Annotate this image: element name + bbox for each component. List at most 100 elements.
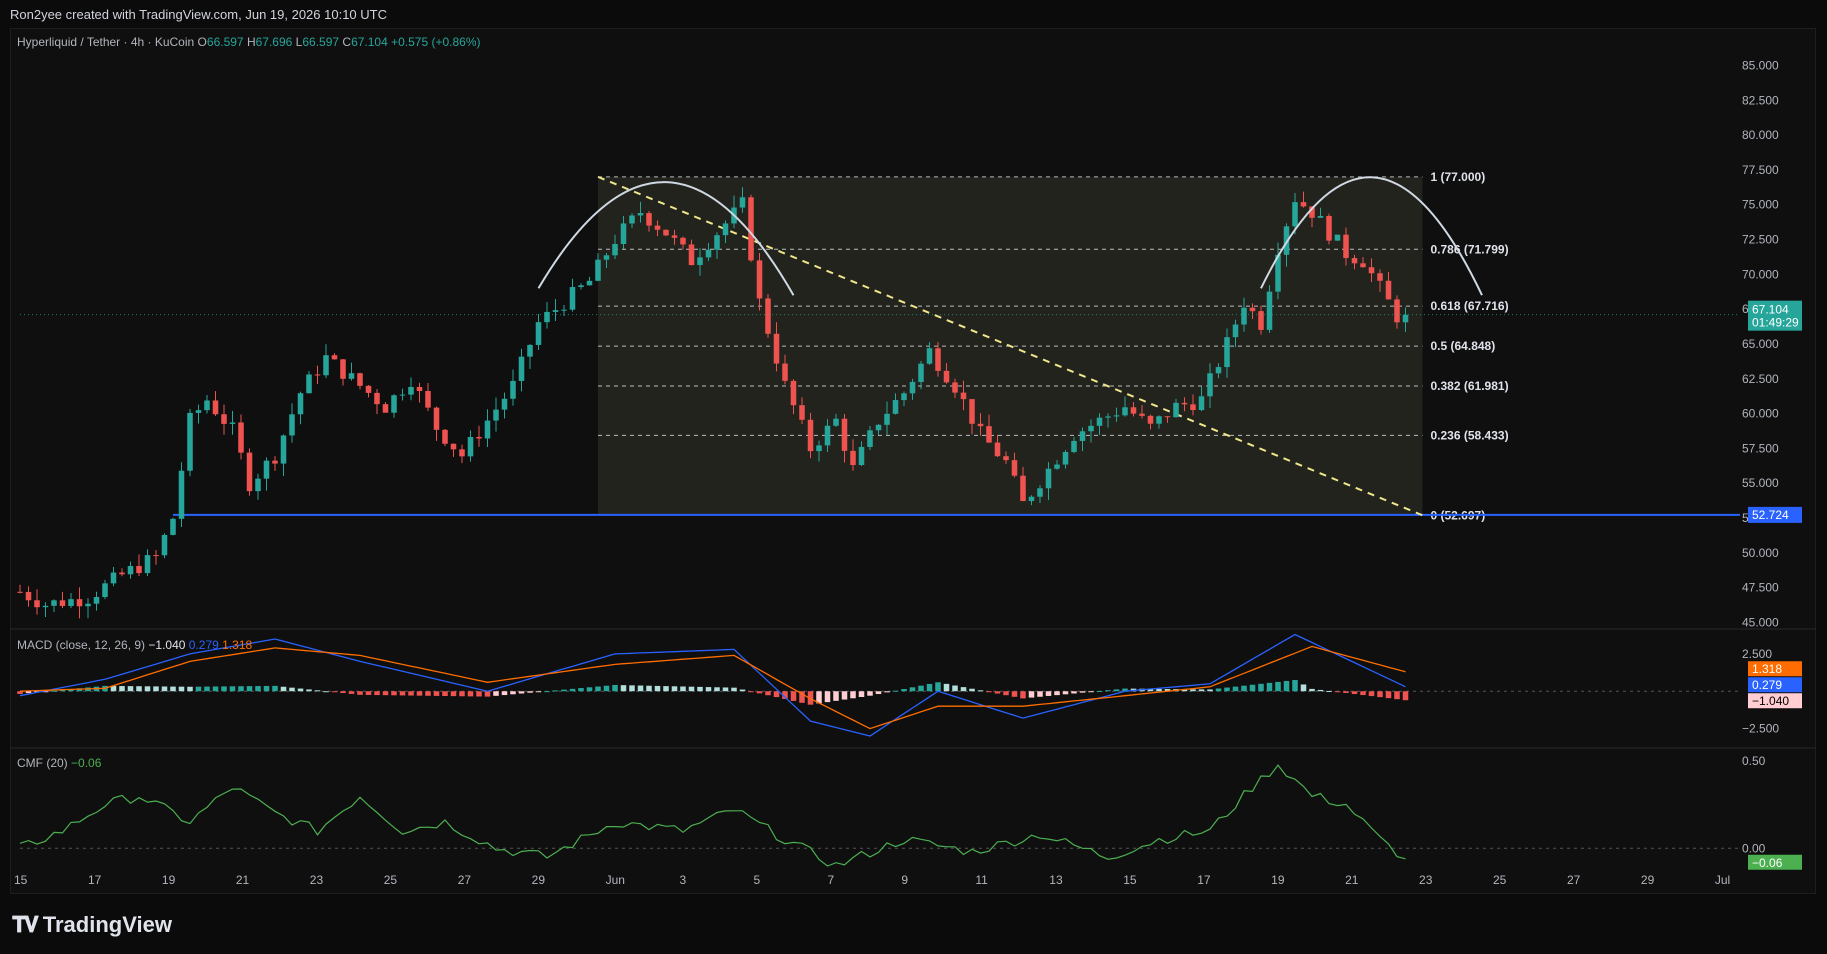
candle-body	[629, 215, 635, 224]
cmf-y-tick: 0.00	[1742, 841, 1766, 855]
macd-histogram-bar	[1249, 684, 1256, 692]
y-tick-label: 80.000	[1742, 128, 1779, 142]
candle-body	[603, 255, 610, 260]
macd-histogram-bar	[42, 691, 49, 693]
support-price-tag	[1748, 506, 1802, 523]
candle-body	[433, 407, 440, 430]
macd-histogram-bar	[1402, 691, 1409, 701]
candle-body	[986, 426, 992, 443]
macd-histogram-bar	[535, 691, 542, 693]
macd-histogram-bar	[357, 691, 363, 695]
macd-histogram-bar	[578, 688, 584, 692]
macd-histogram-bar	[433, 691, 440, 696]
candle-body	[518, 356, 525, 381]
macd-histogram-bar	[1003, 691, 1009, 696]
macd-histogram-bar	[918, 685, 924, 692]
candle-body	[1071, 440, 1077, 453]
candle-body	[467, 436, 474, 457]
candle-body	[875, 424, 882, 431]
y-tick-label: 47.500	[1742, 581, 1779, 595]
candle-body	[1181, 402, 1188, 405]
candle-body	[178, 470, 185, 519]
x-tick-label: 15	[14, 873, 28, 887]
candle-body	[1351, 258, 1358, 264]
close-value: 67.104	[351, 35, 388, 49]
candle-body	[1402, 314, 1409, 323]
candle-body	[510, 380, 516, 399]
macd-histogram-bar	[1028, 691, 1035, 698]
x-tick-label: 21	[1345, 873, 1359, 887]
candle-body	[195, 410, 202, 413]
y-tick-label: 60.000	[1742, 407, 1779, 421]
macd-histogram-bar	[110, 685, 117, 692]
x-tick-label: 27	[458, 873, 472, 887]
candle-body	[935, 348, 941, 371]
change-value: +0.575 (+0.86%)	[391, 35, 481, 49]
macd-histogram-bar	[416, 691, 423, 696]
macd-histogram-bar	[739, 689, 746, 692]
macd-histogram-bar	[476, 691, 482, 697]
created-by-text: Ron2yee created with TradingView.com, Ju…	[10, 7, 387, 22]
cmf-y-tick: 0.50	[1742, 754, 1766, 768]
y-tick-label: 85.000	[1742, 58, 1779, 72]
candle-body	[561, 309, 567, 311]
candle-body	[654, 225, 661, 230]
candle-body	[739, 197, 746, 208]
macd-histogram-bar	[1088, 691, 1094, 693]
macd-histogram-bar	[1071, 691, 1077, 694]
candle-body	[263, 460, 270, 479]
candle-body	[586, 280, 593, 286]
candle-body	[756, 260, 763, 299]
candle-body	[663, 229, 669, 236]
x-tick-label: 7	[827, 873, 834, 887]
low-label: L	[295, 35, 303, 49]
macd-histogram-bar	[926, 683, 933, 692]
candle-body	[246, 452, 253, 492]
macd-histogram-bar	[867, 691, 873, 696]
candle-body	[1003, 456, 1009, 461]
y-tick-label: 55.000	[1742, 476, 1779, 490]
brand-name: TradingView	[42, 912, 172, 937]
x-tick-label: 11	[975, 873, 988, 887]
macd-histogram-bar	[221, 686, 227, 692]
macd-value-label: 1.318	[1752, 662, 1782, 676]
candle-body	[272, 460, 278, 464]
candle-body	[365, 385, 372, 393]
fib-level-label: 0.5 (64.848)	[1431, 339, 1496, 353]
symbol-legend[interactable]: Hyperliquid / Tether · 4h · KuCoin O66.5…	[17, 35, 481, 49]
x-tick-label: 25	[384, 873, 398, 887]
cmf-legend[interactable]: CMF (20) −0.06	[17, 756, 101, 770]
x-tick-label: Jun	[606, 873, 625, 887]
candle-body	[357, 373, 363, 386]
macd-histogram-bar	[1181, 689, 1188, 692]
macd-histogram-bar	[365, 691, 372, 695]
candle-body	[977, 423, 984, 427]
candle-body	[994, 442, 1001, 457]
candle-body	[595, 259, 601, 281]
macd-histogram-bar	[1207, 689, 1213, 692]
candle-body	[1360, 263, 1366, 268]
macd-histogram-bar	[731, 687, 737, 692]
candle-body	[187, 412, 193, 471]
symbol-name: Hyperliquid / Tether · 4h · KuCoin	[17, 35, 195, 49]
macd-histogram-bar	[391, 691, 397, 696]
candle-body	[867, 430, 873, 447]
candle-body	[1241, 307, 1247, 325]
x-tick-label: 23	[1419, 873, 1433, 887]
macd-histogram-bar	[399, 691, 406, 696]
candle-body	[544, 311, 550, 323]
macd-histogram-bar	[790, 691, 797, 701]
candle-body	[850, 450, 856, 466]
candle-body	[306, 374, 312, 394]
candle-body	[1088, 425, 1094, 432]
macd-legend[interactable]: MACD (close, 12, 26, 9) −1.040 0.279 1.3…	[17, 638, 252, 652]
macd-name: MACD (close, 12, 26, 9)	[17, 638, 146, 652]
macd-histogram-bar	[442, 691, 448, 697]
candle-body	[1275, 254, 1281, 292]
candle-body	[1045, 468, 1052, 489]
macd-histogram-bar	[119, 686, 125, 692]
macd-histogram-bar	[255, 686, 261, 692]
tradingview-logo[interactable]: 𝐓𝐕 TradingView	[12, 912, 172, 938]
y-tick-label: 70.000	[1742, 267, 1779, 281]
